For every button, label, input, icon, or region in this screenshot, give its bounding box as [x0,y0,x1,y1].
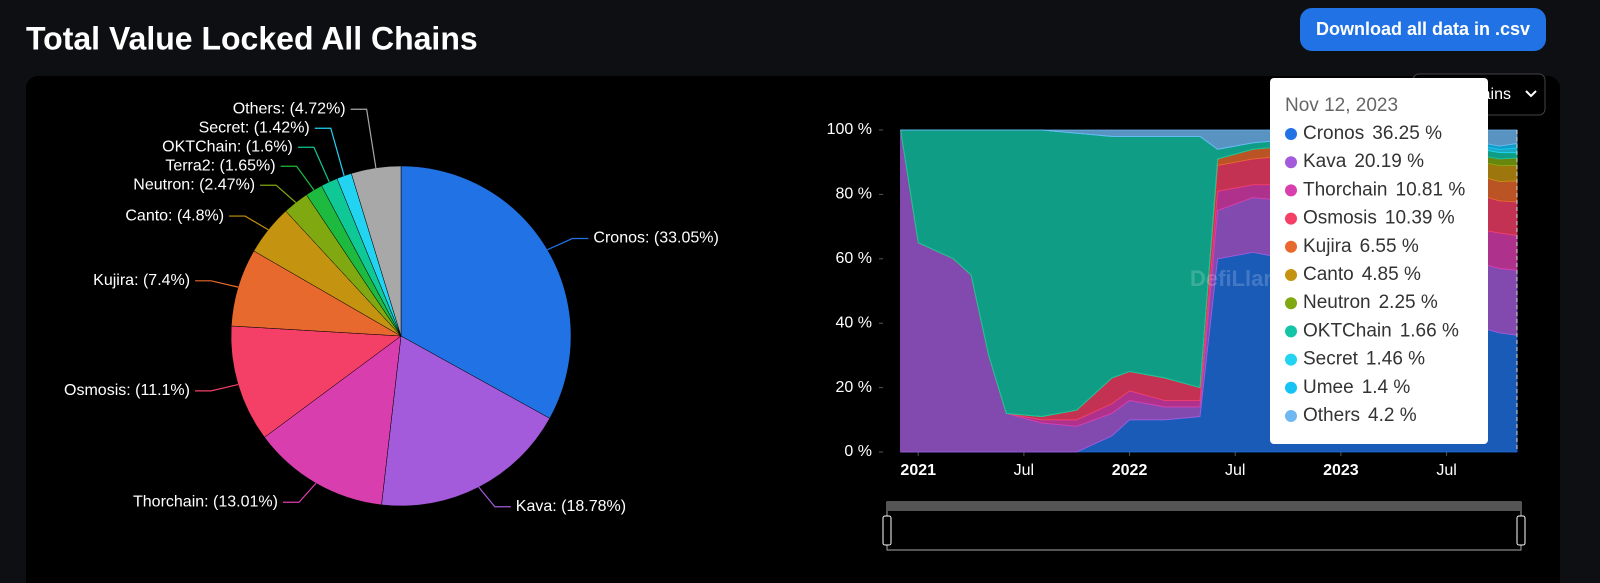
download-button[interactable]: Download all data in .csv [1300,8,1546,51]
x-tick-label: Jul [1436,462,1456,479]
tooltip-dot [1285,128,1297,140]
y-tick-label: 80 % [836,186,872,203]
slice-label: OKTChain: (1.6%) [162,138,293,155]
button-bg[interactable] [1300,8,1546,51]
tooltip-value: 2.25 % [1379,292,1438,313]
tooltip-row: Kujira 6.55 % [1303,236,1419,257]
tooltip-series-name: Kujira [1303,236,1352,257]
select-chevron[interactable] [1525,90,1537,98]
pie-slice [351,165,402,337]
tooltip-row: Cronos 36.25 % [1303,123,1442,144]
y-tick-label: 20 % [836,379,872,396]
tooltip-value: 4.85 % [1362,264,1421,285]
tooltip-row: Umee 1.4 % [1303,377,1410,398]
tooltip-value: 10.39 % [1385,208,1455,229]
x-tick-label: 2022 [1112,462,1148,479]
tooltip-series-name: Others [1303,405,1360,426]
pie-slice [400,165,572,419]
slice-label: Neutron: (2.47%) [133,176,255,193]
area-chart: 0 % 20 % 40 % 60 % 80 % 100 % 2021 Jul 2022 Jul 20… [827,73,1546,551]
tooltip-series-name: Kava [1303,151,1347,172]
leader-line [229,215,269,231]
tooltip-series-name: Umee [1303,377,1354,398]
tooltip-series-name: Neutron [1303,292,1371,313]
tooltip-date: Nov 12, 2023 [1285,95,1398,116]
x-tick-label: Jul [1014,462,1034,479]
y-tick-label: 60 % [836,250,872,267]
tooltip-series-name: Secret [1303,349,1359,370]
tooltip-dot [1285,325,1297,338]
tooltip-row: Canto 4.85 % [1303,264,1421,285]
x-tick-label: 2023 [1323,462,1359,479]
tooltip-dot [1285,269,1297,281]
area-series [900,129,1518,150]
slice-label: Cronos: (33.05%) [593,230,718,247]
leader-line [297,146,330,183]
tooltip-value: 1.46 % [1366,349,1425,370]
tooltip-row: Kava 20.19 % [1303,151,1424,172]
button-label[interactable]: Download all data in .csv [1316,19,1530,39]
leader-line [280,165,315,191]
tooltip-dot [1285,212,1297,225]
tooltip-value: 20.19 % [1354,151,1424,172]
tooltip-series-name: Cronos [1303,123,1364,144]
tooltip-row: Secret 1.46 % [1303,349,1425,370]
tooltip-box [1270,78,1488,444]
leader-line [350,108,377,168]
slice-label: Others: (4.72%) [233,100,346,117]
tooltip-value: 36.25 % [1372,123,1442,144]
leader-line [547,237,589,251]
tooltip-value: 10.81 % [1396,179,1466,200]
tooltip-value: 1.66 % [1400,320,1459,341]
tooltip-value: 1.4 % [1362,377,1411,398]
tooltip-series-name: Osmosis [1303,208,1377,229]
slice-label: Thorchain: (13.01%) [133,493,278,510]
tooltip-dot [1285,184,1297,197]
pie-slice [381,335,551,507]
leader-line [195,280,239,288]
tooltip-dot [1285,381,1297,394]
y-tick-label: 100 % [827,121,872,138]
tooltip-dot [1285,240,1297,253]
brush-handle[interactable] [1516,515,1526,546]
leader-line [260,184,297,203]
tooltip-row: OKTChain 1.66 % [1303,320,1459,341]
x-tick-label: Jul [1225,462,1245,479]
slice-label: Kujira: (7.4%) [93,272,190,289]
tooltip-row: Others 4.2 % [1303,405,1417,426]
slice-label: Terra2: (1.65%) [165,157,275,174]
slice-label: Kava: (18.78%) [516,498,626,515]
tooltip-series-name: Canto [1303,264,1354,285]
tooltip-dot [1285,156,1297,169]
y-tick-label: 40 % [836,314,872,331]
tooltip-dot [1285,410,1297,422]
tooltip: Nov 12, 2023 Cronos 36.25 % Kava 20.19 % Thor… [1270,78,1488,444]
tooltip-dot [1285,353,1297,366]
leader-line [282,482,317,503]
tooltip-series-name: OKTChain [1303,320,1392,341]
leader-line [478,486,511,508]
tooltip-value: 6.55 % [1360,236,1419,257]
slice-label: Secret: (1.42%) [199,119,310,136]
leader-line [314,127,345,176]
tooltip-row: Neutron 2.25 % [1303,292,1438,313]
pie-slice [264,335,402,506]
pie-chart: Cronos: (33.05%) Kava: (18.78%) Thorchain:… [64,100,719,515]
tooltip-row: Thorchain 10.81 % [1303,179,1465,200]
tooltip-value: 4.2 % [1368,405,1417,426]
page-title: Total Value Locked All Chains [26,20,478,56]
x-tick-label: 2021 [900,462,936,479]
brush-bar [887,502,1521,511]
pie-slice [230,325,402,438]
leader-line [194,383,239,392]
slice-label: Canto: (4.8%) [125,207,224,224]
brush-handle[interactable] [882,515,892,546]
tooltip-series-name: Thorchain [1303,179,1388,200]
tooltip-dot [1285,297,1297,310]
slice-label: Osmosis: (11.1%) [64,382,190,399]
tooltip-row: Osmosis 10.39 % [1303,208,1455,229]
y-tick-label: 0 % [844,443,872,460]
